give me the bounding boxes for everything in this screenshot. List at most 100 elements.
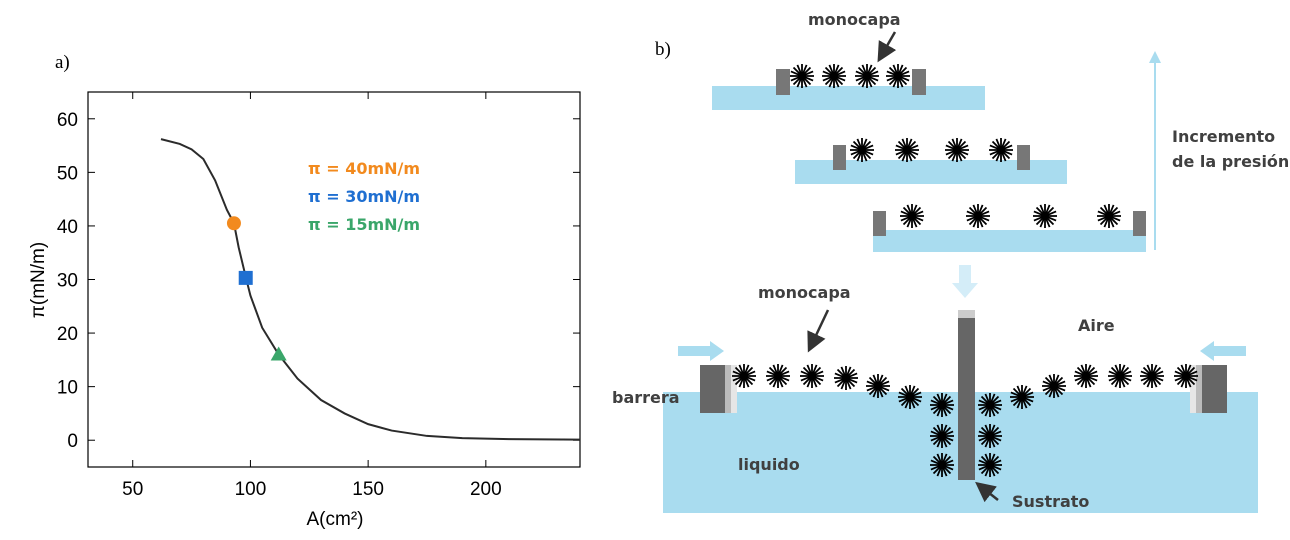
legend-entry: π = 15mN/m — [308, 215, 420, 234]
x-tick-label: 200 — [470, 479, 502, 500]
pressure-label: de la presión — [1172, 152, 1289, 171]
y-tick-label: 30 — [57, 271, 78, 292]
molecule-head — [1182, 372, 1190, 380]
molecule — [898, 385, 922, 409]
molecule — [978, 393, 1002, 417]
molecule — [1042, 374, 1066, 398]
molecule — [930, 393, 954, 417]
molecule-head — [986, 432, 994, 440]
barrier — [912, 69, 926, 95]
molecule-head — [740, 372, 748, 380]
molecule — [1033, 204, 1057, 228]
molecule-head — [908, 212, 916, 220]
molecule-head — [1116, 372, 1124, 380]
top-label: monocapa — [808, 10, 901, 29]
molecule — [930, 424, 954, 448]
pressure-label: Incremento — [1172, 127, 1275, 146]
arrow — [807, 309, 830, 353]
molecule-head — [986, 401, 994, 409]
y-tick-label: 60 — [57, 110, 78, 131]
panel-label: b) — [655, 39, 671, 60]
molecule-head — [953, 146, 961, 154]
marker — [270, 346, 287, 361]
molecule — [855, 64, 879, 88]
y-tick-label: 10 — [57, 378, 78, 399]
molecule — [822, 64, 846, 88]
substrate — [958, 318, 975, 480]
molecule — [989, 138, 1013, 162]
legend-entry: π = 40mN/m — [308, 159, 420, 178]
molecule-head — [894, 72, 902, 80]
arrow — [975, 481, 999, 503]
air-label: Aire — [1078, 316, 1115, 335]
molecule — [978, 453, 1002, 477]
molecule-head — [808, 372, 816, 380]
molecule-head — [774, 372, 782, 380]
molecule — [1074, 364, 1098, 388]
molecule-head — [798, 72, 806, 80]
molecule — [1010, 385, 1034, 409]
barrier — [833, 145, 846, 170]
molecule-head — [1082, 372, 1090, 380]
barrier — [776, 69, 790, 95]
arrow — [877, 31, 897, 63]
molecule-head — [1105, 212, 1113, 220]
monolayer-label: monocapa — [758, 283, 851, 302]
molecule-head — [938, 432, 946, 440]
molecule — [978, 424, 1002, 448]
molecule — [800, 364, 824, 388]
y-tick-label: 0 — [67, 431, 78, 452]
molecule — [1140, 364, 1164, 388]
molecule — [930, 453, 954, 477]
molecule — [886, 64, 910, 88]
chart: 50 100 150 200 0 10 20 30 40 50 60 π = 40mN/m π = 30… — [57, 92, 581, 500]
barrier — [1202, 365, 1227, 413]
molecule — [966, 204, 990, 228]
molecule-head — [938, 401, 946, 409]
molecule — [1097, 204, 1121, 228]
molecule-head — [997, 146, 1005, 154]
curve — [160, 138, 581, 441]
arrow — [1200, 341, 1246, 361]
molecule — [766, 364, 790, 388]
molecule-head — [1041, 212, 1049, 220]
molecule — [1174, 364, 1198, 388]
molecule-head — [903, 146, 911, 154]
legend-entry: π = 30mN/m — [308, 187, 420, 206]
y-tick-label: 40 — [57, 217, 78, 238]
molecule-head — [830, 72, 838, 80]
diagram: b) monocapa Incremento de la presión mon… — [612, 10, 1289, 513]
molecule-head — [986, 461, 994, 469]
molecule-head — [938, 461, 946, 469]
molecule — [790, 64, 814, 88]
barrier — [1017, 145, 1030, 170]
molecule — [732, 364, 756, 388]
molecule-head — [858, 146, 866, 154]
x-axis-label: A(cm²) — [307, 509, 364, 530]
molecule — [834, 366, 858, 390]
molecule — [900, 204, 924, 228]
molecule-head — [1018, 393, 1026, 401]
y-tick-label: 20 — [57, 324, 78, 345]
trough — [873, 230, 1146, 252]
molecule — [1108, 364, 1132, 388]
marker — [226, 216, 241, 231]
marker — [238, 270, 253, 285]
molecule-head — [906, 393, 914, 401]
molecule-head — [974, 212, 982, 220]
y-tick-label: 50 — [57, 163, 78, 184]
molecule — [945, 138, 969, 162]
x-tick-label: 150 — [352, 479, 384, 500]
barrier-label: barrera — [612, 388, 680, 407]
molecule — [866, 374, 890, 398]
barrier — [700, 365, 725, 413]
molecule — [850, 138, 874, 162]
substrate-top — [958, 310, 975, 320]
molecule-head — [863, 72, 871, 80]
substrate-label: Sustrato — [1012, 492, 1089, 511]
barrier — [1133, 211, 1146, 236]
molecule — [895, 138, 919, 162]
molecule-head — [1050, 382, 1058, 390]
barrier — [873, 211, 886, 236]
